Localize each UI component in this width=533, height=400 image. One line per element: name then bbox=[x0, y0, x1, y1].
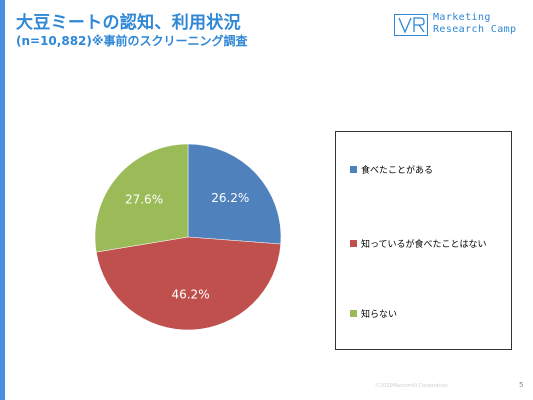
slice-unknown bbox=[94, 143, 189, 253]
slice-percentage-label: 26.2% bbox=[211, 191, 249, 205]
legend-label: 食べたことがある bbox=[361, 165, 434, 176]
logo-text: Marketing Research Camp bbox=[433, 12, 516, 36]
legend-item-ate: 食べたことがある bbox=[350, 163, 434, 176]
logo-mark-icon bbox=[394, 14, 428, 36]
legend-label: 知っているが食べたことはない bbox=[361, 239, 487, 250]
legend-item-known-not-eaten: 知っているが食べたことはない bbox=[350, 237, 487, 250]
legend-label: 知らない bbox=[361, 309, 398, 320]
slice-known-not-eaten bbox=[95, 236, 282, 331]
company-logo: Marketing Research Camp bbox=[394, 12, 524, 42]
page-number: 5 bbox=[519, 381, 524, 389]
legend-swatch bbox=[350, 239, 357, 247]
slice-ate bbox=[187, 143, 282, 245]
page-subtitle: (n=10,882)※事前のスクリーニング調査 bbox=[16, 34, 248, 48]
logo-line-1: Marketing bbox=[433, 12, 491, 23]
slice-percentage-label: 27.6% bbox=[125, 193, 163, 207]
legend-swatch bbox=[350, 165, 357, 173]
logo-line-2: Research Camp bbox=[433, 24, 517, 35]
legend: 食べたことがある 知っているが食べたことはない 知らない bbox=[335, 131, 512, 350]
legend-item-unknown: 知らない bbox=[350, 307, 398, 320]
slice-percentage-label: 46.2% bbox=[171, 288, 209, 302]
page-title: 大豆ミートの認知、利用状況 bbox=[16, 13, 241, 33]
copyright-text: ©2020Macromill Corporation bbox=[375, 383, 449, 389]
legend-swatch bbox=[350, 309, 357, 317]
left-accent-bar bbox=[0, 0, 5, 400]
